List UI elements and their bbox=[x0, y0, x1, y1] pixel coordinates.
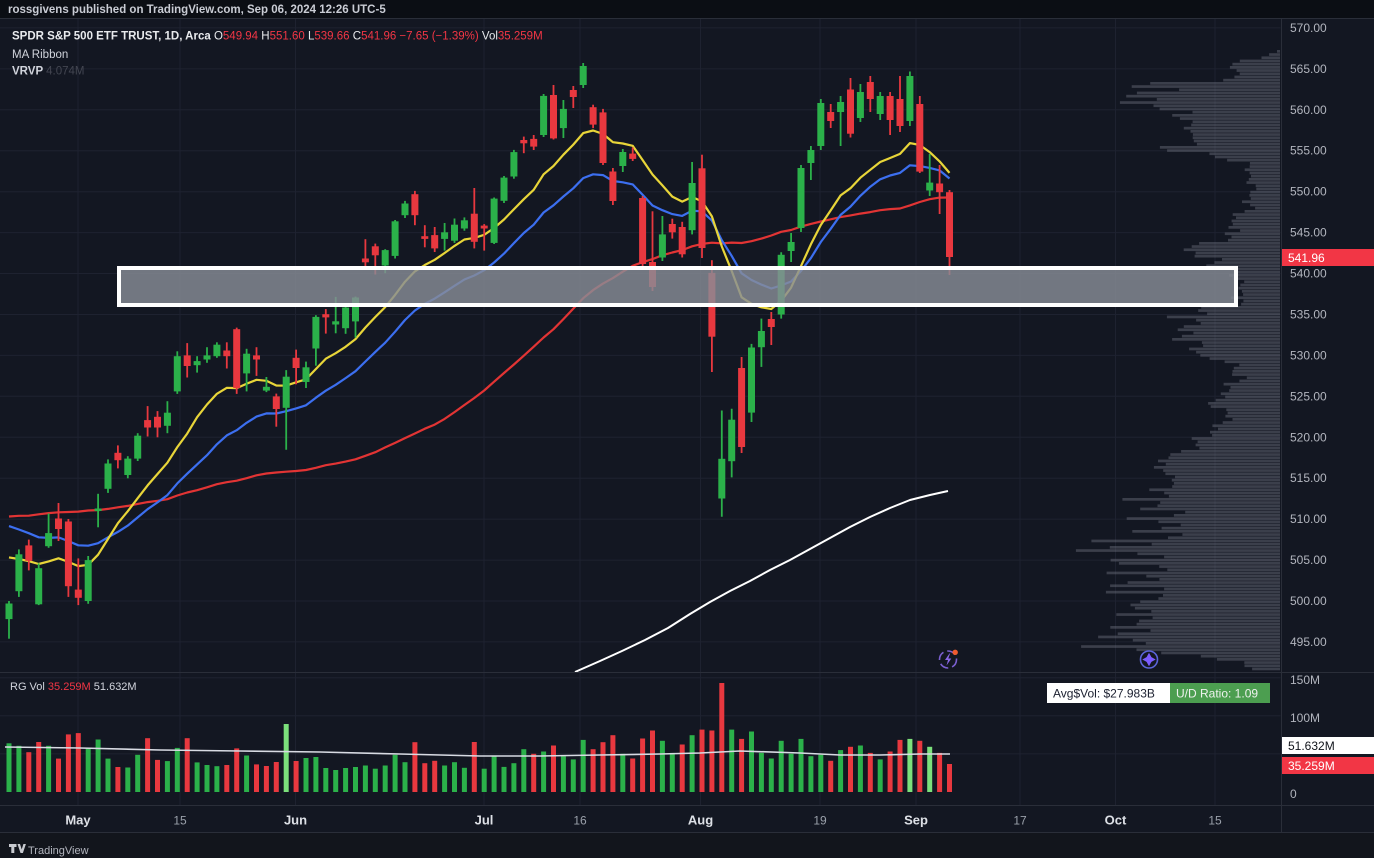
svg-text:16: 16 bbox=[573, 814, 587, 828]
svg-text:525.00: 525.00 bbox=[1290, 389, 1327, 403]
svg-text:17: 17 bbox=[1013, 814, 1027, 828]
svg-text:530.00: 530.00 bbox=[1290, 348, 1327, 362]
svg-text:Jul: Jul bbox=[475, 813, 494, 828]
svg-text:15: 15 bbox=[173, 814, 187, 828]
svg-text:560.00: 560.00 bbox=[1290, 103, 1327, 117]
svg-text:540.00: 540.00 bbox=[1290, 267, 1327, 281]
svg-text:MA Ribbon: MA Ribbon bbox=[12, 49, 68, 61]
svg-text:500.00: 500.00 bbox=[1290, 594, 1327, 608]
svg-text:565.00: 565.00 bbox=[1290, 62, 1327, 76]
svg-text:100M: 100M bbox=[1290, 711, 1320, 725]
svg-text:520.00: 520.00 bbox=[1290, 430, 1327, 444]
svg-text:U/D Ratio: 1.09: U/D Ratio: 1.09 bbox=[1176, 687, 1258, 701]
svg-text:35.259M: 35.259M bbox=[1288, 759, 1335, 773]
svg-text:0: 0 bbox=[1290, 787, 1297, 801]
svg-text:555.00: 555.00 bbox=[1290, 144, 1327, 158]
svg-text:51.632M: 51.632M bbox=[1288, 739, 1335, 753]
svg-text:510.00: 510.00 bbox=[1290, 512, 1327, 526]
svg-text:505.00: 505.00 bbox=[1290, 553, 1327, 567]
svg-text:19: 19 bbox=[813, 814, 827, 828]
svg-text:RG Vol 35.259M 51.632M: RG Vol 35.259M 51.632M bbox=[10, 681, 137, 693]
svg-text:515.00: 515.00 bbox=[1290, 471, 1327, 485]
svg-text:VRVP 4.074M: VRVP 4.074M bbox=[12, 66, 84, 78]
svg-text:Aug: Aug bbox=[688, 813, 713, 828]
svg-text:rossgivens published on Tradin: rossgivens published on TradingView.com,… bbox=[8, 4, 386, 16]
svg-text:15: 15 bbox=[1208, 814, 1222, 828]
svg-text:Sep: Sep bbox=[904, 813, 928, 828]
svg-text:495.00: 495.00 bbox=[1290, 635, 1327, 649]
svg-text:May: May bbox=[65, 813, 91, 828]
svg-text:Avg$Vol: $27.983B: Avg$Vol: $27.983B bbox=[1053, 687, 1155, 701]
svg-text:Oct: Oct bbox=[1105, 813, 1127, 828]
svg-text:570.00: 570.00 bbox=[1290, 21, 1327, 35]
svg-text:SPDR S&P 500 ETF TRUST, 1D, Ar: SPDR S&P 500 ETF TRUST, 1D, Arca O549.94… bbox=[12, 31, 543, 43]
svg-text:535.00: 535.00 bbox=[1290, 308, 1327, 322]
svg-text:Jun: Jun bbox=[284, 813, 307, 828]
svg-text:150M: 150M bbox=[1290, 673, 1320, 687]
svg-text:541.96: 541.96 bbox=[1288, 251, 1325, 265]
svg-text:545.00: 545.00 bbox=[1290, 226, 1327, 240]
svg-text:TradingView: TradingView bbox=[28, 845, 89, 857]
svg-text:550.00: 550.00 bbox=[1290, 185, 1327, 199]
